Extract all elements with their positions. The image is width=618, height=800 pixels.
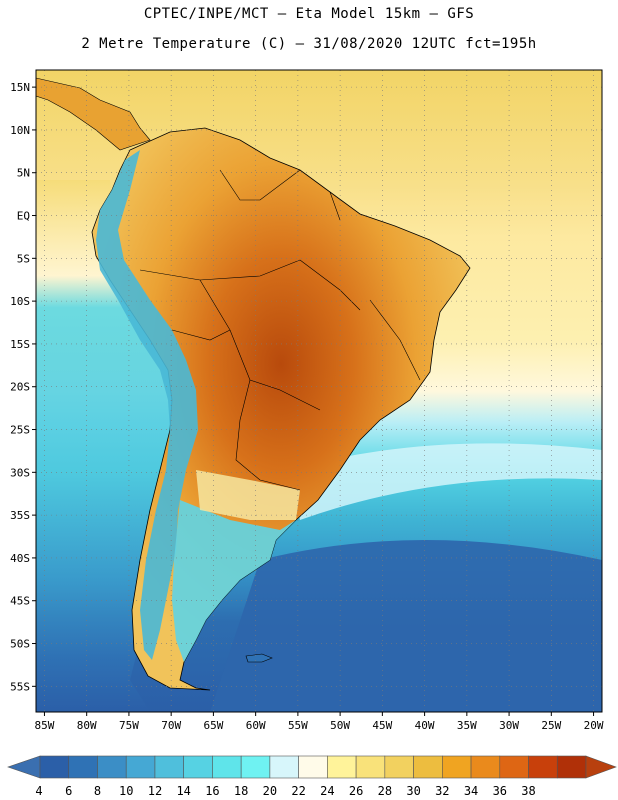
colorbar-swatch (97, 755, 127, 779)
lon-tick-label: 45W (372, 719, 392, 732)
lat-tick-label: 5N (17, 167, 30, 180)
colorbar-label: 12 (148, 784, 162, 798)
colorbar-label: 32 (435, 784, 449, 798)
lat-tick-label: 10N (10, 124, 30, 137)
colorbar-swatch (183, 755, 213, 779)
colorbar-swatch (39, 755, 70, 779)
colorbar-swatch (528, 755, 558, 779)
country-borders (139, 169, 421, 491)
colorbar-label: 26 (349, 784, 363, 798)
lat-tick-label: 30S (10, 466, 30, 479)
lat-tick-label: 20S (10, 381, 30, 394)
map-frame (35, 69, 603, 713)
central-america-land (35, 77, 151, 151)
temperature-colorbar: 4 6 8 10 12 14 16 18 20 22 24 26 28 30 32 34 36 38 (7, 755, 617, 798)
colorbar-swatch (556, 755, 587, 779)
colorbar-label: 10 (119, 784, 133, 798)
lat-tick-label: 5S (17, 252, 30, 265)
atlantic-warm-front-band (290, 443, 602, 520)
lat-tick-label: 15S (10, 338, 30, 351)
lat-tick-label: 25S (10, 424, 30, 437)
colorbar-swatch (125, 755, 156, 779)
colorbar-label: 6 (65, 784, 72, 798)
lon-tick-label: 55W (288, 719, 308, 732)
lon-tick-label: 40W (415, 719, 435, 732)
lat-axis: 15N 10N 5N EQ 5S 10S 15S 20S 25S 30S 35S 40S 45S 50S 5… (10, 81, 36, 693)
lat-tick-label: 40S (10, 552, 30, 565)
lat-tick-label: 50S (10, 638, 30, 651)
lon-tick-label: 70W (161, 719, 181, 732)
colorbar-swatch (269, 755, 299, 779)
colorbar-swatch (154, 755, 184, 779)
colorbar-label: 28 (378, 784, 392, 798)
colorbar-over-arrow (585, 755, 617, 779)
lon-tick-label: 30W (499, 719, 519, 732)
falkland-islands (245, 653, 273, 663)
andes-cold-strip (96, 150, 198, 660)
lon-tick-label: 35W (457, 719, 477, 732)
lon-tick-label: 75W (119, 719, 139, 732)
colorbar-swatch (298, 755, 328, 779)
colorbar-under-arrow (7, 755, 41, 779)
lon-tick-label: 65W (203, 719, 223, 732)
colorbar-label: 18 (234, 784, 248, 798)
map-title-line2: 2 Metre Temperature (C) – 31/08/2020 12U… (81, 36, 537, 52)
map-title-line1: CPTEC/INPE/MCT – Eta Model 15km – GFS (143, 6, 475, 22)
colorbar-swatch (355, 755, 386, 779)
south-atlantic-cold-field (210, 540, 602, 712)
lat-tick-label: 45S (10, 595, 30, 608)
lat-tick-label: 55S (10, 680, 30, 693)
colorbar-label: 30 (406, 784, 420, 798)
colorbar-swatch (68, 755, 98, 779)
lon-tick-label: 25W (541, 719, 561, 732)
colorbar-label: 34 (464, 784, 478, 798)
colorbar-swatch (212, 755, 242, 779)
lon-axis: 85W 80W 75W 70W 65W 60W 55W 50W 45W 40W 35W 30W 25W 2… (35, 712, 604, 732)
colorbar-swatch (442, 755, 472, 779)
colorbar-label: 16 (205, 784, 219, 798)
colorbar-swatch (384, 755, 414, 779)
lon-tick-label: 20W (584, 719, 604, 732)
colorbar-label: 24 (320, 784, 334, 798)
colorbar-label: 4 (35, 784, 42, 798)
lat-lon-grid (36, 70, 602, 712)
colorbar-swatch (413, 755, 443, 779)
lat-tick-label: 35S (10, 509, 30, 522)
patagonia-cool-zone (172, 500, 296, 662)
lon-tick-label: 80W (77, 719, 97, 732)
colorbar-swatch (470, 755, 501, 779)
colorbar-swatch (240, 755, 271, 779)
colorbar-label: 14 (176, 784, 190, 798)
lat-tick-label: EQ (17, 210, 30, 223)
colorbar-label: 22 (291, 784, 305, 798)
colorbar-label: 38 (521, 784, 535, 798)
lon-tick-label: 85W (35, 719, 55, 732)
colorbar-label: 36 (493, 784, 507, 798)
lon-tick-label: 50W (330, 719, 350, 732)
colorbar-swatch (327, 755, 357, 779)
lat-tick-label: 10S (10, 295, 30, 308)
lon-tick-label: 60W (246, 719, 266, 732)
colorbar-swatch (499, 755, 529, 779)
colorbar-label: 20 (263, 784, 277, 798)
pampas-mild-zone (196, 470, 300, 520)
colorbar-label: 8 (94, 784, 101, 798)
lat-tick-label: 15N (10, 81, 30, 94)
